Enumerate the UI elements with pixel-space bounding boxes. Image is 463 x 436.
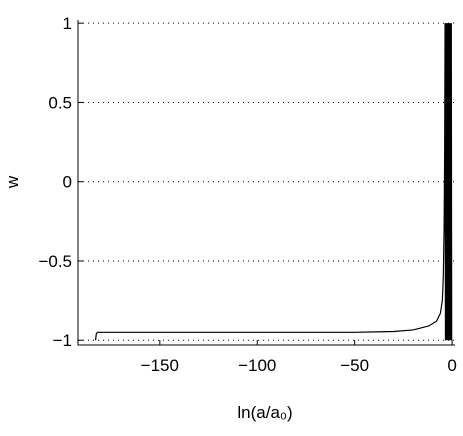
y-axis-label: w <box>3 175 22 189</box>
data-line <box>94 23 453 341</box>
y-tick-label: 0 <box>63 173 72 192</box>
y-tick-label: −0.5 <box>38 252 72 271</box>
x-axis-label: ln(a/a₀) <box>237 403 292 422</box>
y-tick-label: 0.5 <box>48 93 72 112</box>
x-tick-label: −100 <box>238 356 276 375</box>
axes <box>77 20 455 346</box>
y-tick-label: 1 <box>63 14 72 33</box>
x-tick-label: 0 <box>447 356 456 375</box>
y-tick-label: −1 <box>53 331 72 350</box>
x-tick-label: −150 <box>141 356 179 375</box>
x-tick-label: −50 <box>340 356 369 375</box>
